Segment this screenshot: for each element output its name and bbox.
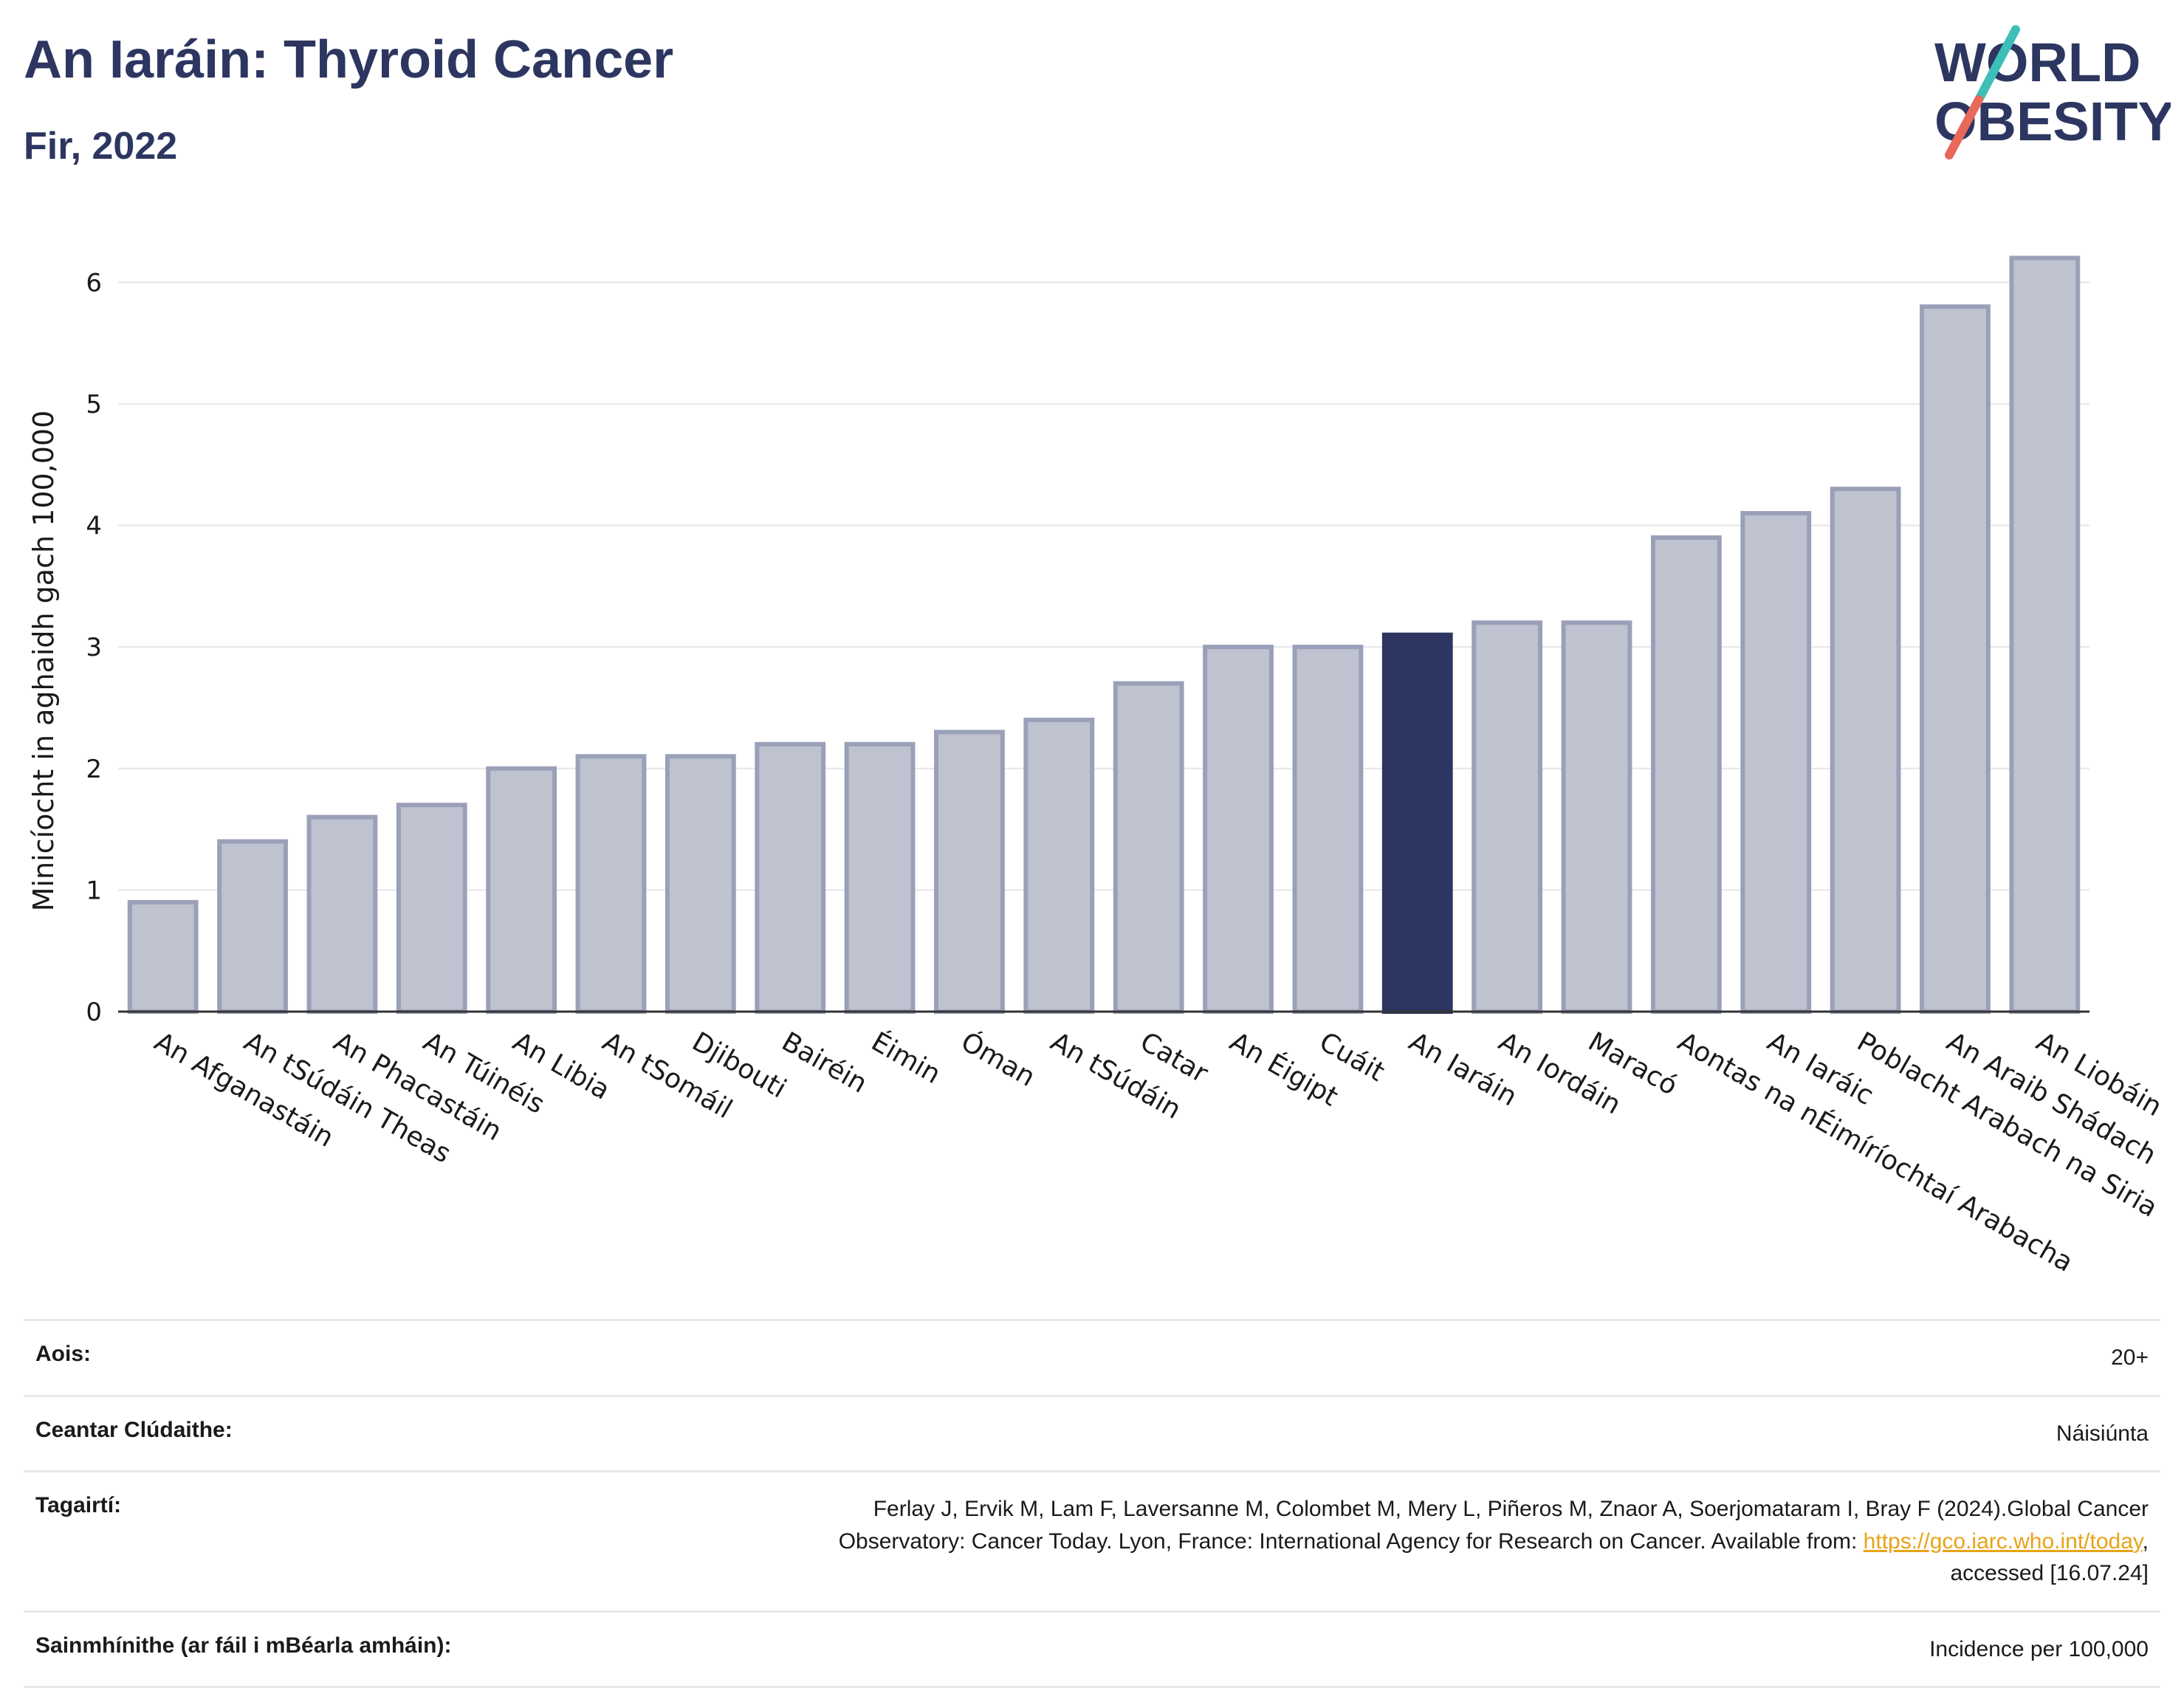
- bar: [1922, 306, 1988, 1012]
- y-tick-label: 1: [86, 876, 102, 905]
- y-tick-label: 6: [86, 268, 102, 298]
- x-tick-label: Óman: [955, 1026, 1040, 1093]
- bar: [2011, 258, 2078, 1012]
- y-tick-label: 2: [86, 755, 102, 784]
- logo-text-world: WORLD: [1934, 32, 2141, 93]
- metadata-table: Aois: 20+ Ceantar Clúdaithe: Náisiúnta T…: [24, 1319, 2160, 1688]
- meta-row-references: Tagairtí: Ferlay J, Ervik M, Lam F, Lave…: [24, 1470, 2160, 1610]
- y-axis-ticks: 0 1 2 3 4 5 6: [86, 268, 102, 1027]
- meta-def-value: Incidence per 100,000: [1929, 1633, 2149, 1666]
- meta-row-definitions: Sainmhínithe (ar fáil i mBéarla amháin):…: [24, 1610, 2160, 1688]
- y-tick-label: 3: [86, 633, 102, 662]
- bar: [1564, 622, 1630, 1012]
- y-tick-label: 4: [86, 512, 102, 541]
- bar: [757, 744, 823, 1012]
- meta-ref-line2-end: ,: [2143, 1529, 2149, 1554]
- x-tick-label: Éimin: [866, 1026, 946, 1090]
- page-title: An Iaráin: Thyroid Cancer: [24, 30, 673, 90]
- meta-ref-link[interactable]: https://gco.iarc.who.int/today: [1864, 1529, 2143, 1554]
- meta-area-label: Ceantar Clúdaithe:: [35, 1418, 262, 1443]
- meta-ref-line2: Observatory: Cancer Today. Lyon, France:…: [839, 1529, 1864, 1554]
- bar: [399, 805, 465, 1012]
- chart-bars: [130, 258, 2078, 1012]
- meta-ref-label: Tagairtí:: [35, 1493, 151, 1518]
- bar: [847, 744, 913, 1012]
- meta-ref-line3: accessed [16.07.24]: [1950, 1561, 2149, 1585]
- y-tick-label: 0: [86, 998, 102, 1027]
- bar: [219, 842, 286, 1012]
- bar: [667, 756, 734, 1012]
- world-obesity-logo: WORLD OBESITY: [1920, 22, 2171, 162]
- bar: [309, 817, 376, 1012]
- meta-age-value: 20+: [2111, 1342, 2149, 1374]
- bar: [936, 732, 1003, 1012]
- meta-ref-value: Ferlay J, Ervik M, Lam F, Laversanne M, …: [839, 1493, 2149, 1590]
- bar-highlighted: [1384, 635, 1451, 1012]
- y-tick-label: 5: [86, 390, 102, 419]
- x-tick-label: Bairéin: [777, 1026, 872, 1099]
- bar: [1026, 720, 1092, 1012]
- bar: [1474, 622, 1540, 1012]
- bar: [1295, 647, 1361, 1012]
- meta-area-value: Náisiúnta: [2056, 1418, 2149, 1450]
- bar: [1116, 684, 1182, 1012]
- bar: [1653, 538, 1720, 1012]
- meta-age-label: Aois:: [35, 1342, 120, 1367]
- bar: [488, 769, 554, 1012]
- meta-def-label: Sainmhínithe (ar fáil i mBéarla amháin):: [35, 1633, 481, 1658]
- page-subtitle: Fir, 2022: [24, 124, 177, 168]
- bar: [1742, 513, 1809, 1012]
- meta-ref-line1: Ferlay J, Ervik M, Lam F, Laversanne M, …: [873, 1497, 2149, 1521]
- bar: [1833, 489, 1899, 1012]
- meta-row-age: Aois: 20+: [24, 1319, 2160, 1395]
- meta-row-area: Ceantar Clúdaithe: Náisiúnta: [24, 1395, 2160, 1471]
- bar: [1205, 647, 1271, 1012]
- y-axis-title: Minicíocht in aghaidh gach 100,000: [27, 411, 60, 912]
- bar: [578, 756, 645, 1012]
- bar: [130, 902, 196, 1012]
